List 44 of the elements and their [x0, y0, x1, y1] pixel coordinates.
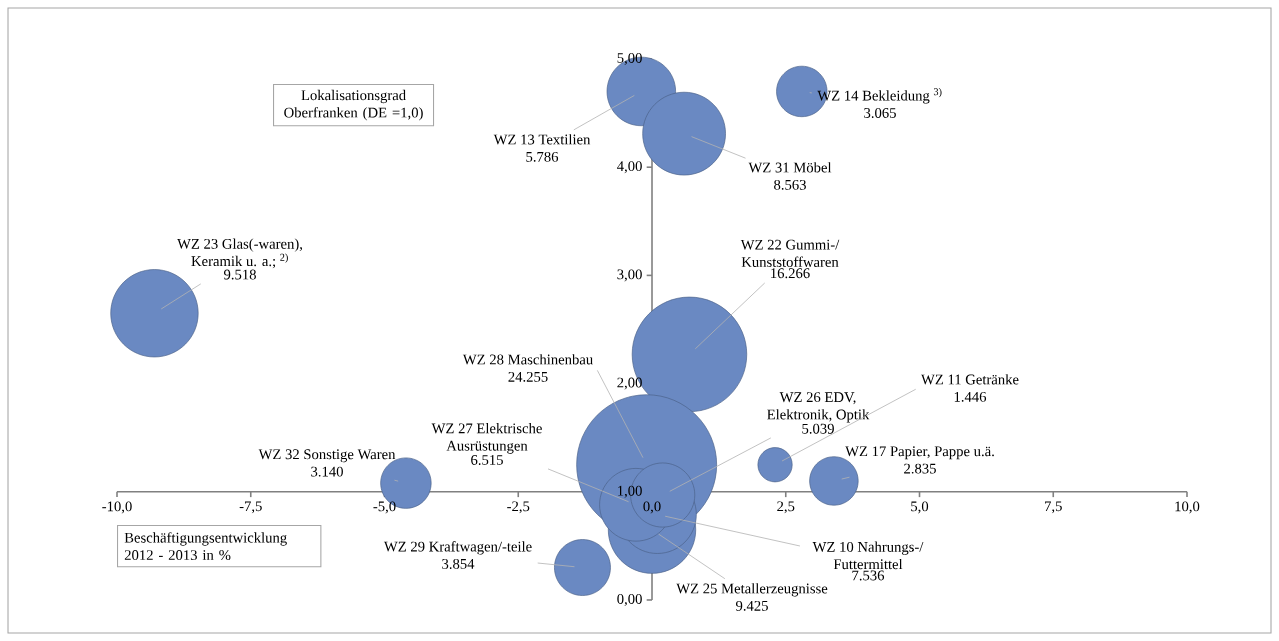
annotation: 8.563 — [774, 179, 806, 190]
annotation: WZ 11 Getränke — [921, 374, 1019, 385]
y-tick-label: 5,00 — [617, 53, 642, 65]
annotation: 9.518 — [223, 269, 256, 280]
x-tick-label: 7,5 — [1045, 501, 1062, 514]
x-axis-title: Beschäftigungsentwicklung 2012 - 2013 in % — [124, 532, 287, 561]
annotation: WZ 31 Möbel — [748, 162, 832, 173]
annotation: 3.854 — [442, 558, 475, 569]
x-tick-label: -5,0 — [373, 501, 396, 514]
annotation: WZ 32 Sonstige Waren — [258, 449, 396, 463]
annotation: 2.835 — [904, 463, 936, 474]
annotation: 3.140 — [311, 466, 343, 477]
annotation: 6.515 — [471, 455, 503, 465]
annotation: WZ 13 Textilien — [493, 134, 591, 145]
x-tick-label: -10,0 — [102, 501, 132, 514]
annotation: 1.446 — [954, 391, 987, 402]
annotation: WZ 29 Kraftwagen/-teile — [383, 541, 532, 555]
annotation: 5.039 — [802, 423, 834, 434]
x-tick-label: -2,5 — [507, 501, 530, 514]
annotation: WZ 23 Glas(-waren), Keramik u. a.; $^{2)}$ — [177, 238, 302, 269]
annotation: 3.065 — [864, 108, 896, 118]
x-tick-label: 5,0 — [911, 501, 929, 514]
x-tick-label: 2,5 — [777, 501, 795, 514]
y-tick-label: 1,00 — [618, 485, 642, 498]
annotation: WZ 17 Papier, Pappe u.ä. — [845, 446, 994, 460]
y-axis-title: Lokalisationsgrad Oberfranken (DE =1,0) — [284, 89, 423, 121]
x-tick-label: -7,5 — [239, 501, 262, 514]
x-tick-label: 10,0 — [1175, 501, 1200, 514]
y-tick-label: 3,00 — [617, 269, 642, 282]
y-tick-label: 0,00 — [617, 593, 642, 606]
annotation: 5.786 — [526, 151, 559, 162]
annotation: WZ 26 EDV, Elektronik, Optik — [767, 392, 870, 423]
annotation: 7.536 — [852, 570, 885, 581]
annotation: WZ 27 Elektrische Ausrüstungen — [431, 423, 542, 454]
annotation: WZ 25 Metallerzeugnisse — [676, 583, 828, 597]
annotation: 16.266 — [771, 268, 810, 279]
text: 9.425 — [735, 600, 768, 611]
x-tick-label: 0,0 — [643, 501, 661, 514]
y-tick-label: 4,00 — [617, 161, 642, 174]
annotation: WZ 22 Gummi-/ Kunststoffwaren — [740, 239, 840, 267]
annotation: WZ 28 Maschinenbau — [462, 354, 593, 365]
y-tick-label: 2,00 — [617, 377, 642, 390]
annotation: WZ 10 Nahrungs-/ Futtermittel — [812, 541, 924, 570]
annotation: 24.255 — [508, 371, 548, 382]
